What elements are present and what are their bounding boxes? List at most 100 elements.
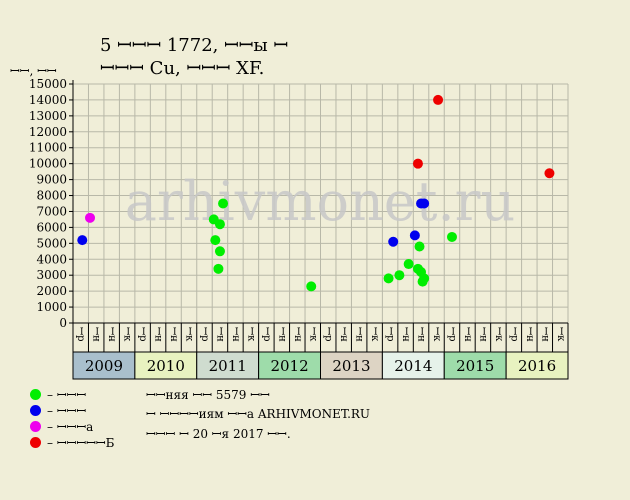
data-point	[433, 94, 444, 105]
quarter-label: ꟷн	[153, 327, 164, 342]
quarter-label: ꟷн	[214, 327, 225, 342]
quarter-label: ꟷр	[75, 327, 86, 342]
year-cell	[196, 351, 260, 380]
legend-swatch	[30, 405, 41, 416]
year-cell	[505, 351, 569, 380]
legend-swatch	[30, 437, 41, 448]
year-cell	[320, 351, 383, 380]
quarter-label: ꟷр	[323, 327, 334, 342]
quarter-label: ꟷн	[477, 327, 488, 342]
quarter-label: ꟷн	[539, 327, 550, 342]
chart-title-line2: ꟷꟷꟷ Cu, ꟷꟷꟷ XF.	[100, 58, 265, 79]
legend-item: – ꟷꟷꟷ	[30, 386, 86, 403]
quarter-label: ꟷн	[338, 327, 349, 342]
y-tick-label: 0	[59, 316, 67, 330]
data-point	[414, 241, 425, 252]
quarter-label: ꟷк	[369, 327, 380, 342]
grid	[72, 83, 569, 324]
legend-label: – ꟷꟷꟷꟷꟷБ	[47, 436, 115, 450]
data-point	[419, 198, 430, 209]
quarter-label: ꟷр	[199, 327, 210, 342]
year-label: 2014	[394, 357, 432, 375]
quarter-label: ꟷн	[416, 327, 427, 342]
data-points	[77, 94, 555, 292]
note-price: ꟷꟷняя ꟷꟷ 5579 ꟷꟷ	[146, 388, 270, 402]
watermark: arhivmonet.ru	[125, 170, 515, 233]
data-point	[218, 198, 229, 209]
chart-title-line1: 5 ꟷꟷꟷ 1772, ꟷꟷы ꟷ	[100, 35, 289, 56]
data-point	[403, 259, 414, 270]
legend-label: – ꟷꟷꟷ	[47, 388, 87, 402]
y-tick-label: 13000	[29, 109, 67, 123]
quarter-label: ꟷн	[230, 327, 241, 342]
y-tick-label: 2000	[36, 284, 67, 298]
y-axis-label: ꟷꟷ, ꟷꟷ	[10, 64, 57, 78]
data-point	[85, 212, 96, 223]
y-tick-label: 15000	[29, 77, 67, 91]
quarter-label: ꟷн	[524, 327, 535, 342]
legend-label: – ꟷꟷꟷa	[47, 420, 94, 434]
quarter-label: ꟷн	[276, 327, 287, 342]
year-label: 2012	[270, 357, 308, 375]
year-label: 2009	[85, 357, 123, 375]
year-cell	[443, 351, 507, 380]
y-tick-label: 10000	[29, 157, 67, 171]
data-point	[214, 246, 225, 257]
quarter-label: ꟷр	[261, 327, 272, 342]
quarter-label: ꟷн	[91, 327, 102, 342]
data-point	[544, 168, 555, 179]
quarter-label: ꟷр	[137, 327, 148, 342]
quarter-label: ꟷк	[122, 327, 133, 342]
quarter-label: ꟷр	[385, 327, 396, 342]
data-point	[446, 231, 457, 242]
data-point	[394, 270, 405, 281]
quarter-label: ꟷк	[431, 327, 442, 342]
legend-label: – ꟷꟷꟷ	[47, 404, 87, 418]
data-point	[412, 158, 423, 169]
data-point	[383, 273, 394, 284]
y-tick-label: 14000	[29, 93, 67, 107]
data-point	[409, 230, 420, 241]
quarter-label: ꟷр	[446, 327, 457, 342]
quarter-label: ꟷк	[184, 327, 195, 342]
legend-item: – ꟷꟷꟷ	[30, 402, 86, 419]
year-label: 2010	[147, 357, 185, 375]
legend-item: – ꟷꟷꟷꟷꟷБ	[30, 434, 114, 451]
y-tick-label: 11000	[29, 141, 67, 155]
data-point	[213, 263, 224, 274]
quarter-label: ꟷн	[106, 327, 117, 342]
quarter-label: ꟷн	[354, 327, 365, 342]
year-label: 2016	[518, 357, 556, 375]
data-point	[388, 236, 399, 247]
y-tick-label: 7000	[36, 204, 67, 218]
quarter-label: ꟷн	[462, 327, 473, 342]
y-tick-label: 1000	[36, 300, 67, 314]
year-label: 2013	[332, 357, 370, 375]
year-cell	[258, 351, 321, 380]
quarter-label: ꟷк	[555, 327, 566, 342]
y-tick-label: 3000	[36, 268, 67, 282]
data-point	[306, 281, 317, 292]
data-point	[419, 273, 430, 284]
legend-item: – ꟷꟷꟷa	[30, 418, 93, 435]
legend-swatch	[30, 421, 41, 432]
y-tick-label: 6000	[36, 220, 67, 234]
data-point	[210, 235, 221, 246]
quarter-label: ꟷк	[307, 327, 318, 342]
note-date: ꟷꟷꟷ ꟷ 20 ꟷя 2017 ꟷꟷ.	[146, 427, 291, 441]
quarter-label: ꟷк	[493, 327, 504, 342]
data-point	[214, 219, 225, 230]
quarter-label: ꟷр	[508, 327, 519, 342]
quarter-label: ꟷн	[168, 327, 179, 342]
quarter-label: ꟷк	[245, 327, 256, 342]
y-tick-label: 5000	[36, 236, 67, 250]
y-tick-label: 12000	[29, 125, 67, 139]
year-cell	[134, 351, 198, 380]
data-point	[77, 235, 88, 246]
y-tick-label: 4000	[36, 252, 67, 266]
note-source: ꟷ ꟷꟷꟷꟷиям ꟷꟷa ARHIVMONET.RU	[146, 407, 371, 421]
quarter-label: ꟷн	[292, 327, 303, 342]
year-label: 2015	[456, 357, 494, 375]
legend-swatch	[30, 389, 41, 400]
